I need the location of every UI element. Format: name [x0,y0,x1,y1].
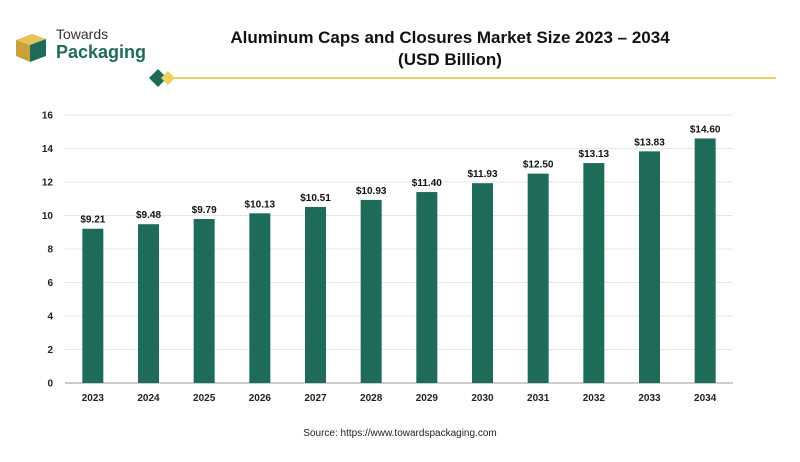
bar-value-label: $11.40 [412,178,442,189]
chart-title: Aluminum Caps and Closures Market Size 2… [230,28,670,47]
brand-name-top: Towards [56,26,109,42]
y-tick-label: 6 [47,278,53,289]
bar [583,163,605,383]
y-tick-label: 2 [47,345,53,356]
bar [82,228,104,383]
x-tick-label: 2026 [249,393,272,404]
bar-value-label: $14.60 [690,124,721,135]
divider-diamond-yellow [161,71,175,85]
bar [360,199,382,383]
bar [694,138,716,383]
chart-subtitle: (USD Billion) [398,50,502,69]
bar [249,213,271,383]
y-tick-label: 14 [42,144,54,155]
x-tick-label: 2031 [527,393,550,404]
x-tick-label: 2024 [137,393,160,404]
bar-value-label: $13.13 [579,149,610,160]
title-divider [149,69,776,87]
bar [193,219,215,383]
x-tick-label: 2032 [583,393,606,404]
y-tick-label: 0 [47,379,53,390]
bar-value-label: $9.48 [136,210,161,221]
bar [305,206,326,383]
bar [639,151,660,383]
divider-diamond-green [149,69,167,87]
y-tick-label: 12 [42,178,54,189]
bar [416,192,438,383]
y-tick-label: 10 [42,211,54,222]
y-tick-label: 16 [42,111,54,122]
x-tick-label: 2033 [638,393,661,404]
bar-value-label: $12.50 [523,160,554,171]
x-tick-label: 2028 [360,393,383,404]
y-tick-label: 4 [47,312,53,323]
box-logo-icon [16,34,46,62]
bar-value-label: $9.21 [80,215,105,226]
y-tick-label: 8 [47,245,53,256]
x-tick-label: 2027 [304,393,327,404]
brand-logo: Towards Packaging [12,26,162,70]
bar [472,183,493,383]
x-tick-label: 2030 [471,393,494,404]
bar [138,224,159,383]
bar-value-label: $11.93 [467,169,497,180]
source-note: Source: https://www.towardspackaging.com [303,428,497,439]
bar-value-label: $10.93 [356,186,387,197]
x-tick-label: 2029 [416,393,439,404]
x-tick-label: 2025 [193,393,216,404]
bar-value-label: $10.51 [300,193,331,204]
x-tick-label: 2023 [82,393,105,404]
chart-title-block: Aluminum Caps and Closures Market Size 2… [170,27,730,71]
bar-value-label: $9.79 [192,205,217,216]
bar [527,173,549,383]
bar-value-label: $13.83 [634,137,665,148]
bar-value-label: $10.13 [245,199,276,210]
brand-name-main: Packaging [56,42,147,62]
x-tick-label: 2034 [694,393,717,404]
